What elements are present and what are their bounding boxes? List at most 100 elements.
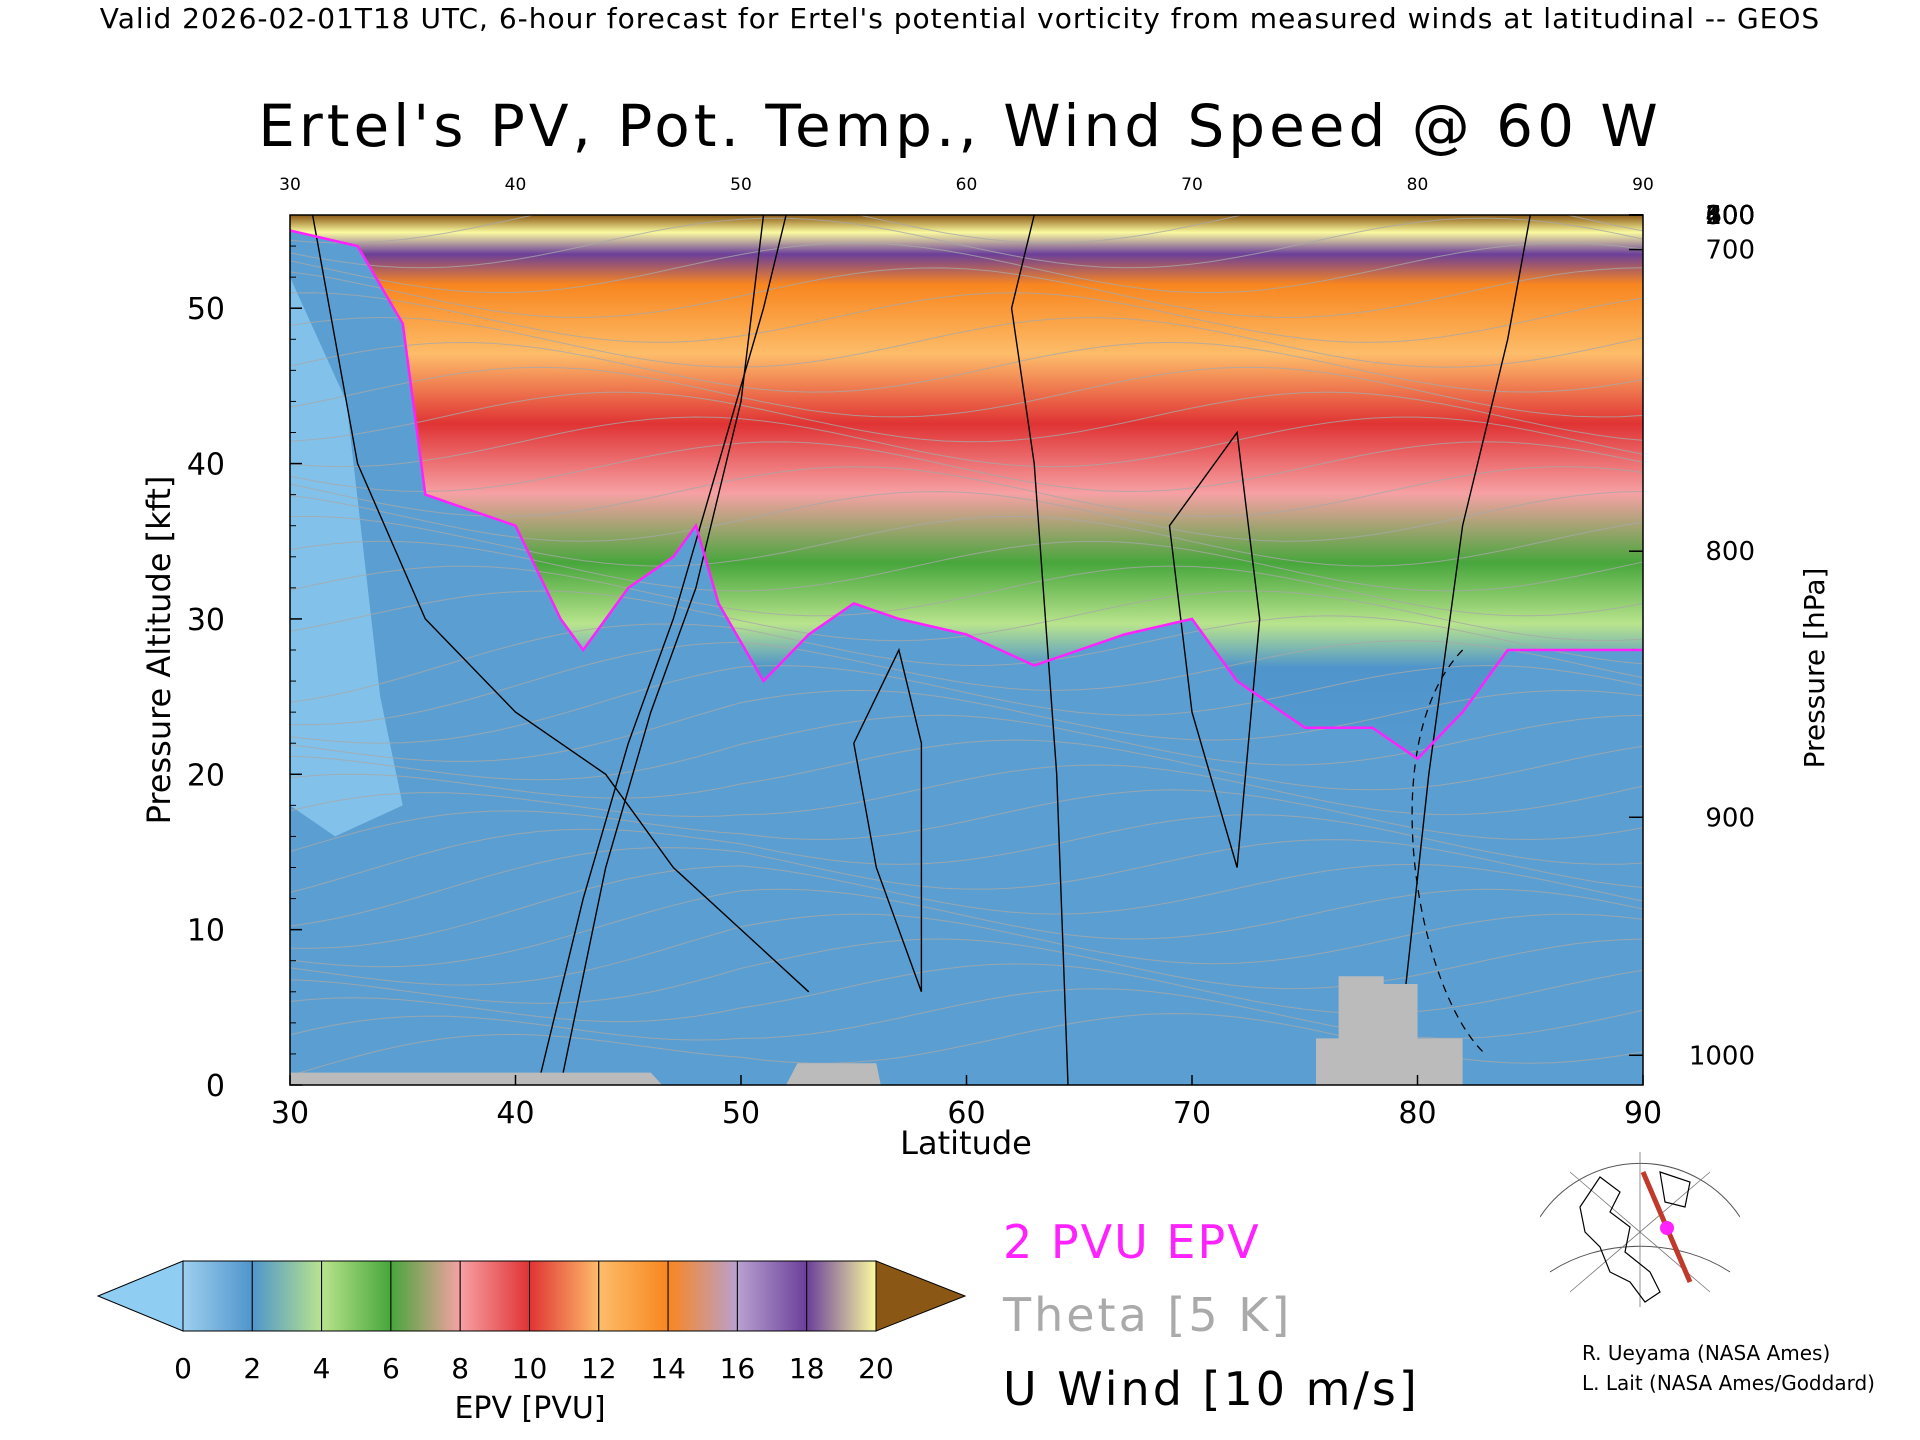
theta-contour-line: [290, 267, 1643, 319]
theta-contour-line: [290, 391, 1643, 443]
theta-contour-line: [290, 217, 1643, 269]
low-pv-region: [290, 277, 403, 837]
theta-contour-line: [290, 938, 1643, 1004]
colorbar-tick-label: 0: [174, 1352, 192, 1385]
theta-contour-line: [290, 215, 1643, 244]
wind-contour-line: [1168, 430, 1261, 868]
legend-pv-line: 2 PVU EPV: [1003, 1215, 1261, 1269]
legend-wind: U Wind [10 m/s]: [1003, 1362, 1420, 1416]
wind-contour-line: [1394, 215, 1531, 1085]
theta-contour-line: [290, 913, 1643, 986]
credit-author-2: L. Lait (NASA Ames/Goddard): [1582, 1371, 1875, 1395]
section-location-map: [1540, 1152, 1740, 1307]
wind-contour-dashed: [1411, 649, 1486, 1055]
y-axis-label: Pressure Altitude [kft]: [140, 476, 178, 825]
colorbar-under-triangle: [96, 1260, 184, 1332]
colorbar-segment: [390, 1260, 461, 1332]
pressure-tick-label: 100: [1705, 201, 1755, 231]
theta-contour-line: [290, 441, 1643, 493]
colorbar-segment: [459, 1260, 531, 1332]
colorbar-segment: [529, 1260, 600, 1332]
colorbar-over-triangle: [875, 1260, 967, 1332]
theta-contour-line: [290, 888, 1643, 968]
theta-contour-line: [290, 839, 1643, 927]
pressure-tick-label: 900: [1705, 803, 1755, 833]
top-tick-label: 50: [730, 175, 752, 195]
x-tick-label: 60: [947, 1096, 985, 1131]
y-tick-label: 30: [187, 603, 225, 638]
colorbar-segment: [598, 1260, 669, 1332]
top-tick-label: 80: [1407, 175, 1429, 195]
legend-theta: Theta [5 K]: [1003, 1288, 1293, 1342]
y-tick-label: 40: [187, 448, 225, 483]
y-tick-label: 50: [187, 292, 225, 327]
x-tick-label: 50: [722, 1096, 760, 1131]
theta-contour-line: [290, 491, 1643, 542]
colorbar-tick-label: 2: [243, 1352, 261, 1385]
x-axis-label: Latitude: [900, 1124, 1032, 1162]
theta-contour-line: [290, 540, 1643, 592]
colorbar-segment: [806, 1260, 877, 1332]
tropopause-2pvu-line: [290, 229, 1643, 761]
pressure-tick-label: 800: [1705, 537, 1755, 567]
theta-contour-line: [290, 590, 1643, 642]
section-marker: [1660, 1221, 1674, 1235]
wind-contour-line: [559, 215, 765, 1085]
credit-author-1: R. Ueyama (NASA Ames): [1582, 1341, 1831, 1365]
colorbar-segment: [321, 1260, 392, 1332]
theta-contour-line: [290, 515, 1643, 567]
colorbar-tick-label: 10: [512, 1352, 548, 1385]
x-tick-label: 40: [496, 1096, 534, 1131]
wind-contour-line: [537, 215, 787, 1085]
x-axis: 30 40 50 60 70 80 90: [271, 1075, 1662, 1131]
pressure-axis-label: Pressure [hPa]: [1798, 568, 1831, 769]
wind-contour-line: [1010, 215, 1069, 1085]
theta-contour-line: [290, 316, 1643, 368]
colorbar-segment: [251, 1260, 323, 1332]
top-tick-label: 70: [1181, 175, 1203, 195]
top-tick-label: 90: [1632, 175, 1654, 195]
colorbar-tick-label: 20: [858, 1352, 894, 1385]
top-tick-label: 40: [505, 175, 527, 195]
pressure-tick-label: 500: [1705, 201, 1755, 231]
x-tick-label: 80: [1398, 1096, 1436, 1131]
theta-contour-line: [290, 739, 1643, 799]
x-tick-label: 70: [1173, 1096, 1211, 1131]
y-axis: 0 10 20 30 40 50: [187, 245, 302, 1104]
x-tick-label: 90: [1624, 1096, 1662, 1131]
theta-contour-line: [290, 565, 1643, 617]
top-tick-label: 30: [279, 175, 301, 195]
x-tick-label: 30: [271, 1096, 309, 1131]
theta-contour-line: [290, 664, 1643, 744]
pv-field-troposphere: [290, 230, 1643, 1085]
surface-topography: [290, 976, 1463, 1085]
theta-contour-line: [290, 863, 1643, 949]
colorbar-label: EPV [PVU]: [454, 1391, 605, 1426]
wind-contours: [311, 215, 1531, 1085]
top-tick-label: 60: [956, 175, 978, 195]
colorbar-segment: [667, 1260, 738, 1332]
theta-contour-line: [290, 764, 1643, 818]
pressure-tick-label: 600: [1705, 201, 1755, 231]
theta-contour-line: [290, 466, 1643, 517]
theta-contour-line: [290, 341, 1643, 393]
wind-contour-line: [311, 215, 810, 993]
map-coastline: [1579, 1176, 1661, 1303]
theta-contour-line: [290, 242, 1643, 294]
theta-contour-line: [290, 814, 1643, 893]
wind-contour-line: [853, 647, 923, 993]
theta-contour-line: [290, 366, 1643, 418]
forecast-header: Valid 2026-02-01T18 UTC, 6-hour forecast…: [99, 2, 1821, 35]
top-axis: 30 40 50 60 70 80 90: [279, 175, 1654, 195]
theta-contour-line: [290, 640, 1643, 726]
pressure-tick-label: 1000: [1689, 1041, 1755, 1071]
colorbar-tick-label: 18: [789, 1352, 825, 1385]
theta-contour-line: [290, 689, 1643, 762]
theta-contour-line: [290, 292, 1643, 343]
map-greenland: [1659, 1171, 1691, 1208]
theta-contours: [290, 215, 1643, 1077]
colorbar-tick-label: 12: [581, 1352, 617, 1385]
pressure-tick-label: 200: [1705, 201, 1755, 231]
